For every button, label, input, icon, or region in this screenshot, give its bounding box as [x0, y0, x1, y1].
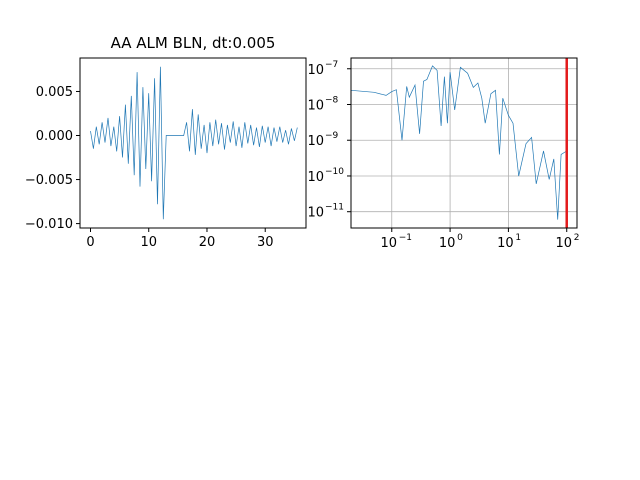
y-tick-label: 10: [307, 63, 324, 78]
spectrum-axes-frame: [350, 57, 578, 229]
time-series-x-axis: 0 10 20 30: [86, 228, 274, 250]
y-tick-label: 10: [307, 134, 324, 149]
y-tick-label-exponent: −7: [325, 60, 338, 70]
y-tick-label: 10: [307, 206, 324, 221]
y-tick-label-exponent: −10: [325, 167, 344, 177]
x-tick-label-exponent: 2: [574, 233, 580, 243]
x-tick-label-exponent: −1: [399, 233, 412, 243]
spectrum-x-axis: 10 −1 10 0 10 1 10 2: [380, 228, 579, 251]
y-tick-label: 10: [307, 98, 324, 113]
time-series-plot-area: [90, 66, 298, 220]
spectrum-plot-area: [350, 58, 568, 228]
y-tick-label-exponent: −11: [325, 203, 344, 213]
time-series-line: [90, 66, 298, 220]
y-tick-label: 10: [307, 170, 324, 185]
x-tick-label: 0: [86, 235, 94, 250]
x-tick-label-exponent: 1: [515, 233, 521, 243]
time-series-y-axis: −0.010 −0.005 0.000 0.005: [25, 85, 80, 232]
x-tick-label: 10: [380, 236, 397, 251]
time-series-axes-frame: [79, 57, 307, 229]
x-tick-label: 10: [555, 236, 572, 251]
y-tick-label-exponent: −8: [325, 95, 339, 105]
y-tick-label-exponent: −9: [325, 131, 339, 141]
x-tick-label: 10: [439, 236, 456, 251]
x-tick-label: 10: [140, 235, 157, 250]
x-tick-label: 30: [257, 235, 274, 250]
spectrum-line: [350, 65, 567, 220]
y-tick-label: −0.010: [25, 217, 73, 232]
y-tick-label: 0.000: [36, 129, 73, 144]
y-tick-label: 0.005: [36, 85, 73, 100]
x-tick-label: 10: [497, 236, 514, 251]
x-tick-label-exponent: 0: [457, 233, 463, 243]
x-tick-label: 20: [199, 235, 216, 250]
chart-title: AA ALM BLN, dt:0.005: [111, 34, 276, 52]
time-series-panel: AA ALM BLN, dt:0.005 0 10 20 30 −0.010 −0.00…: [25, 34, 307, 250]
y-tick-label: −0.005: [25, 173, 73, 188]
